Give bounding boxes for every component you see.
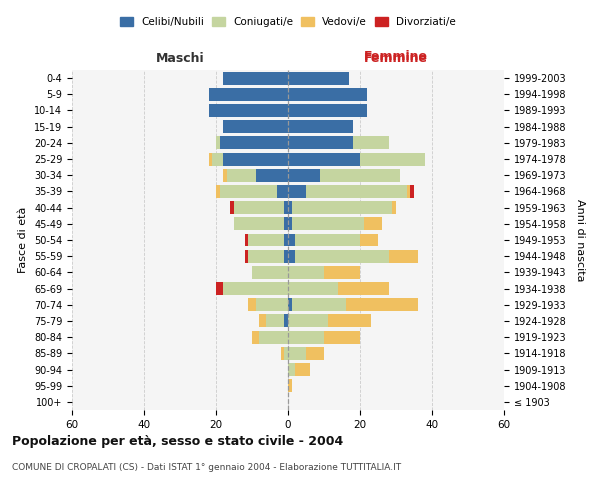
- Bar: [216, 282, 223, 295]
- Bar: [220, 136, 288, 149]
- Bar: [284, 347, 288, 360]
- Bar: [288, 298, 292, 311]
- Bar: [209, 152, 212, 166]
- Bar: [288, 330, 324, 344]
- Bar: [360, 152, 425, 166]
- Text: Maschi: Maschi: [155, 52, 205, 65]
- Bar: [288, 120, 353, 133]
- Bar: [288, 201, 292, 214]
- Bar: [338, 282, 389, 295]
- Bar: [227, 169, 256, 181]
- Bar: [364, 218, 382, 230]
- Bar: [223, 120, 288, 133]
- Text: COMUNE DI CROPALATI (CS) - Dati ISTAT 1° gennaio 2004 - Elaborazione TUTTITALIA.: COMUNE DI CROPALATI (CS) - Dati ISTAT 1°…: [12, 462, 401, 471]
- Legend: Celibi/Nubili, Coniugati/e, Vedovi/e, Divorziati/e: Celibi/Nubili, Coniugati/e, Vedovi/e, Di…: [116, 12, 460, 31]
- Bar: [288, 218, 292, 230]
- Text: Popolazione per età, sesso e stato civile - 2004: Popolazione per età, sesso e stato civil…: [12, 435, 343, 448]
- Bar: [392, 201, 396, 214]
- Bar: [353, 136, 389, 149]
- Bar: [284, 250, 288, 262]
- Bar: [328, 314, 371, 328]
- Bar: [306, 185, 407, 198]
- Bar: [266, 314, 284, 328]
- Bar: [234, 218, 284, 230]
- Bar: [248, 250, 284, 262]
- Bar: [259, 330, 288, 344]
- Bar: [288, 136, 353, 149]
- Text: Femmine: Femmine: [364, 52, 428, 65]
- Bar: [281, 347, 284, 360]
- Bar: [288, 104, 367, 117]
- Bar: [288, 185, 306, 198]
- Bar: [288, 88, 367, 101]
- Bar: [389, 250, 418, 262]
- Bar: [209, 88, 288, 101]
- Bar: [248, 298, 256, 311]
- Bar: [284, 201, 288, 214]
- Bar: [252, 266, 288, 279]
- Bar: [256, 169, 288, 181]
- Bar: [223, 152, 288, 166]
- Bar: [324, 266, 360, 279]
- Bar: [288, 282, 338, 295]
- Bar: [288, 234, 295, 246]
- Bar: [216, 185, 220, 198]
- Bar: [295, 363, 310, 376]
- Bar: [234, 201, 284, 214]
- Bar: [223, 72, 288, 85]
- Bar: [292, 201, 392, 214]
- Bar: [295, 234, 360, 246]
- Bar: [277, 185, 288, 198]
- Bar: [360, 234, 378, 246]
- Bar: [220, 185, 277, 198]
- Y-axis label: Fasce di età: Fasce di età: [19, 207, 28, 273]
- Bar: [288, 266, 324, 279]
- Bar: [223, 282, 288, 295]
- Bar: [292, 298, 346, 311]
- Bar: [410, 185, 414, 198]
- Bar: [245, 234, 248, 246]
- Bar: [252, 330, 259, 344]
- Bar: [288, 72, 349, 85]
- Bar: [292, 218, 364, 230]
- Bar: [284, 314, 288, 328]
- Bar: [407, 185, 410, 198]
- Bar: [259, 314, 266, 328]
- Bar: [209, 104, 288, 117]
- Bar: [288, 169, 320, 181]
- Bar: [324, 330, 360, 344]
- Text: Femmine: Femmine: [364, 50, 428, 63]
- Bar: [256, 298, 288, 311]
- Bar: [288, 314, 328, 328]
- Bar: [288, 363, 295, 376]
- Bar: [284, 218, 288, 230]
- Bar: [212, 152, 223, 166]
- Bar: [306, 347, 324, 360]
- Bar: [288, 379, 292, 392]
- Bar: [288, 347, 306, 360]
- Bar: [230, 201, 234, 214]
- Bar: [288, 250, 295, 262]
- Y-axis label: Anni di nascita: Anni di nascita: [575, 198, 585, 281]
- Bar: [216, 136, 220, 149]
- Bar: [248, 234, 284, 246]
- Bar: [284, 234, 288, 246]
- Bar: [295, 250, 389, 262]
- Bar: [346, 298, 418, 311]
- Bar: [223, 169, 227, 181]
- Bar: [245, 250, 248, 262]
- Bar: [320, 169, 400, 181]
- Bar: [288, 152, 360, 166]
